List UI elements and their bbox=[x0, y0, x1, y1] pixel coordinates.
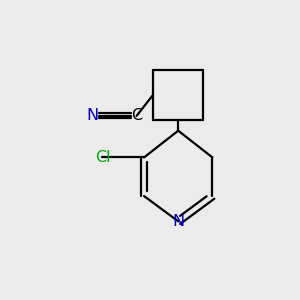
Text: N: N bbox=[86, 108, 98, 123]
Text: N: N bbox=[172, 214, 184, 229]
Text: C: C bbox=[131, 108, 142, 123]
Text: Cl: Cl bbox=[94, 150, 110, 165]
